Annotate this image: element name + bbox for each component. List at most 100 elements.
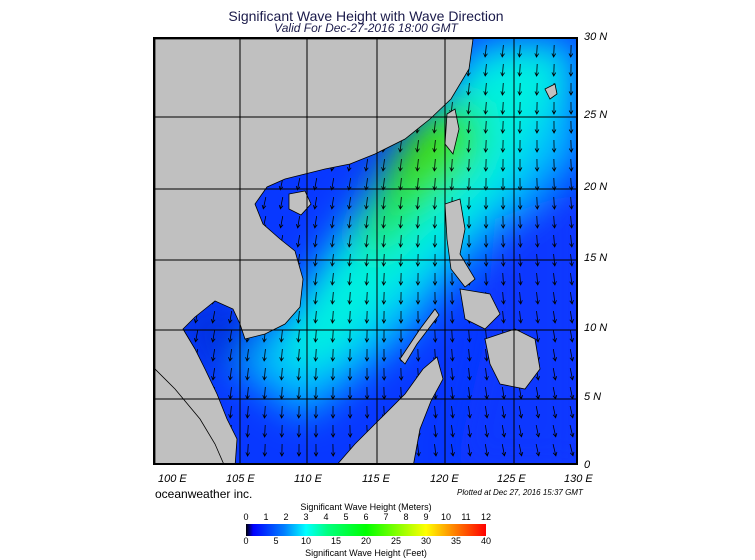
wave-direction-arrow	[534, 44, 539, 58]
wave-direction-arrow	[415, 272, 421, 286]
wave-direction-arrow	[467, 424, 472, 438]
wave-direction-arrow	[517, 139, 523, 153]
wave-direction-arrow	[432, 158, 437, 172]
wave-direction-arrow	[535, 234, 540, 248]
wave-direction-arrow	[467, 329, 472, 343]
wave-direction-arrow	[450, 348, 455, 362]
wave-direction-arrow	[433, 443, 438, 457]
wave-direction-arrow	[534, 120, 540, 134]
wave-direction-arrow	[398, 177, 403, 191]
wave-direction-arrow	[535, 405, 541, 419]
wave-direction-arrow	[433, 405, 438, 419]
wave-direction-arrow	[261, 197, 267, 210]
wave-direction-arrow	[381, 367, 387, 381]
wave-direction-arrow	[415, 348, 421, 362]
lon-label: 115 E	[362, 473, 390, 485]
wave-direction-arrow	[534, 101, 540, 115]
wave-direction-arrow	[262, 348, 267, 362]
wave-direction-arrow	[569, 177, 574, 191]
wave-direction-arrow	[313, 291, 318, 305]
wave-direction-arrow	[296, 348, 301, 362]
wave-direction-arrow	[416, 443, 421, 457]
wave-direction-arrow	[381, 234, 386, 248]
colorbar-tick: 30	[420, 536, 432, 546]
wave-direction-arrow	[330, 348, 336, 362]
wave-direction-arrow	[483, 177, 489, 191]
wave-direction-arrow	[517, 101, 523, 115]
wave-direction-arrow	[245, 367, 250, 381]
wave-direction-arrow	[569, 215, 574, 229]
wave-direction-arrow	[569, 444, 575, 457]
wave-direction-arrow	[210, 329, 216, 343]
wave-direction-arrow	[551, 177, 557, 191]
wave-direction-arrow	[381, 310, 387, 324]
wave-direction-arrow	[313, 424, 319, 438]
colorbar-tick: 20	[360, 536, 372, 546]
wave-direction-arrow	[330, 367, 336, 381]
wave-direction-arrow	[364, 405, 370, 419]
colorbar-tick: 10	[440, 512, 452, 522]
lat-label: 25 N	[584, 109, 608, 121]
wave-direction-arrow	[296, 367, 301, 381]
wave-direction-arrow	[347, 405, 353, 419]
wave-direction-arrow	[432, 272, 438, 286]
lon-label: 130 E	[564, 473, 593, 485]
wave-direction-arrow	[517, 120, 523, 134]
wave-direction-arrow	[483, 101, 488, 115]
wave-direction-arrow	[432, 139, 437, 153]
land-sumatra	[155, 368, 224, 463]
wave-direction-arrow	[312, 177, 318, 191]
wave-direction-arrow	[449, 177, 455, 191]
wave-direction-arrow	[483, 196, 489, 210]
land	[155, 39, 558, 463]
wave-direction-arrow	[484, 405, 489, 419]
wave-direction-arrow	[568, 139, 574, 153]
wave-direction-arrow	[279, 405, 285, 419]
wave-direction-arrow	[569, 406, 575, 419]
chart-title: Significant Wave Height with Wave Direct…	[228, 8, 504, 24]
wave-direction-arrow	[535, 215, 540, 229]
wave-direction-arrow	[398, 158, 403, 172]
wave-direction-arrow	[483, 215, 489, 229]
wave-direction-arrow	[466, 82, 471, 96]
wave-direction-arrow	[415, 310, 421, 324]
wave-direction-arrow	[450, 367, 455, 381]
wave-direction-arrow	[364, 367, 370, 381]
wave-direction-arrow	[330, 329, 336, 343]
wave-direction-arrow	[551, 101, 557, 115]
wave-direction-arrow	[364, 177, 369, 191]
wave-direction-arrow	[466, 177, 472, 191]
wave-direction-arrow	[296, 234, 301, 248]
wave-direction-arrow	[432, 215, 438, 229]
wave-height-field	[175, 39, 576, 463]
wave-direction-arrow	[228, 329, 233, 343]
wave-direction-arrow	[466, 101, 471, 115]
colorbar-tick: 11	[461, 512, 471, 522]
wave-direction-arrow	[330, 215, 335, 229]
wave-direction-arrow	[381, 348, 387, 362]
wave-direction-arrow	[466, 120, 471, 134]
wave-direction-arrow	[381, 215, 386, 229]
wave-direction-arrow	[484, 348, 489, 362]
wave-direction-arrow	[552, 272, 557, 286]
wave-direction-arrow	[484, 443, 490, 457]
wave-direction-arrow	[381, 158, 386, 172]
wave-direction-arrow	[517, 44, 522, 58]
wave-direction-arrow	[398, 215, 403, 229]
colorbar-tick: 15	[330, 536, 342, 546]
wave-direction-arrow	[330, 272, 335, 286]
wave-direction-arrow	[467, 348, 472, 362]
wave-direction-arrow	[500, 177, 506, 191]
wave-direction-arrow	[415, 291, 421, 305]
wave-direction-arrow	[347, 234, 352, 248]
wave-direction-arrow	[535, 425, 541, 438]
wave-direction-arrow	[518, 291, 523, 305]
wave-direction-arrow	[552, 329, 557, 343]
wave-direction-arrow	[466, 158, 472, 172]
wave-direction-arrow	[535, 272, 540, 286]
wave-direction-arrow	[415, 139, 420, 153]
wave-direction-arrow	[552, 291, 557, 305]
colorbar-tick: 5	[343, 512, 349, 522]
wave-direction-arrow	[347, 215, 352, 229]
wave-direction-arrow	[432, 196, 438, 210]
